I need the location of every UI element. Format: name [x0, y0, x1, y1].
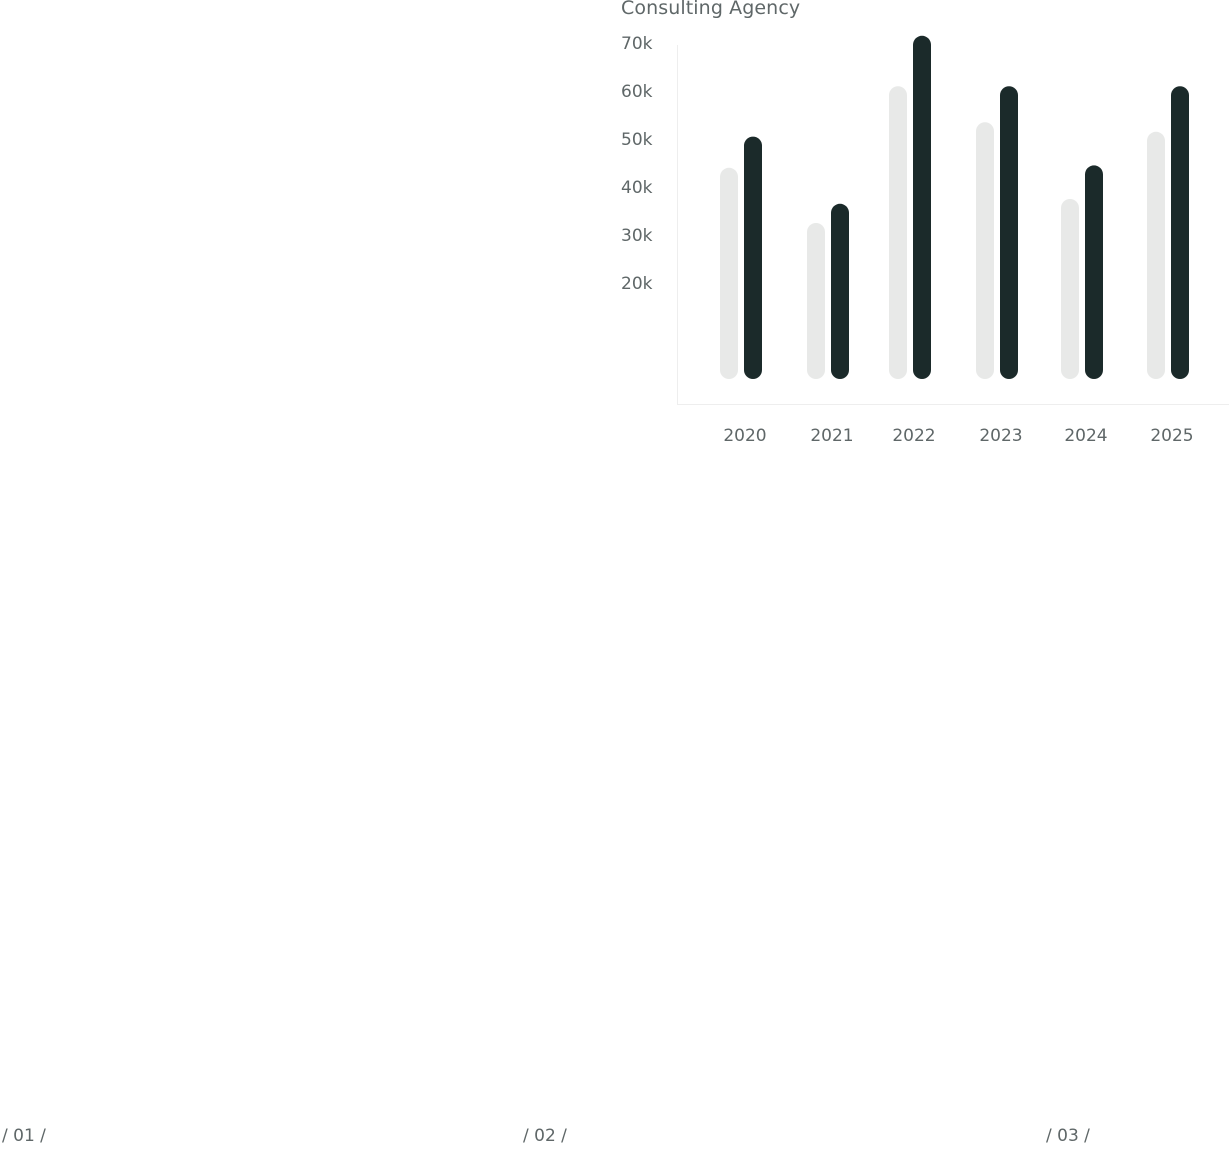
bar-light-2020 [720, 167, 738, 379]
bar-light-2021 [807, 223, 825, 379]
bar-dark-2021 [831, 203, 849, 379]
bar-dark-2023 [1000, 86, 1018, 379]
bar-light-2023 [976, 122, 994, 379]
y-tick-label: 60k [621, 82, 653, 102]
page-marker-01: / 01 / [2, 1126, 46, 1146]
bars-group [720, 35, 1189, 380]
bar-dark-2025 [1171, 86, 1189, 379]
y-tick-label: 70k [621, 34, 653, 54]
y-tick-label: 50k [621, 130, 653, 150]
x-tick-label: 2024 [1064, 426, 1107, 446]
x-tick-label: 2023 [979, 426, 1022, 446]
x-tick-label: 2025 [1150, 426, 1193, 446]
y-axis-ticks: 20k 30k 40k 50k 60k 70k [621, 34, 653, 294]
page-marker-03: / 03 / [1046, 1126, 1090, 1146]
page-marker-02: / 02 / [523, 1126, 567, 1146]
bar-dark-2022 [913, 35, 931, 380]
bar-dark-2024 [1085, 165, 1103, 379]
bar-light-2025 [1147, 131, 1165, 379]
x-tick-label: 2021 [810, 426, 853, 446]
x-axis-ticks: 2020 2021 2022 2023 2024 2025 [723, 426, 1193, 446]
y-tick-label: 30k [621, 226, 653, 246]
bar-dark-2020 [744, 136, 762, 379]
x-tick-label: 2022 [892, 426, 935, 446]
bar-light-2022 [889, 86, 907, 379]
bar-light-2024 [1061, 199, 1079, 379]
x-tick-label: 2020 [723, 426, 766, 446]
chart-title: Consulting Agency [621, 0, 801, 19]
y-tick-label: 40k [621, 178, 653, 198]
y-tick-label: 20k [621, 274, 653, 294]
